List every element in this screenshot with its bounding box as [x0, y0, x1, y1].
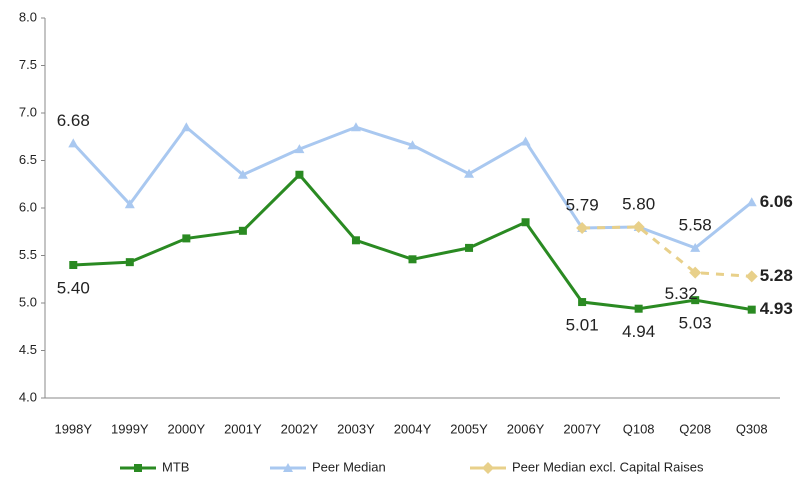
marker	[464, 168, 475, 178]
marker	[578, 298, 587, 307]
y-tick-label: 4.0	[19, 389, 37, 404]
y-tick-label: 4.5	[19, 342, 37, 357]
y-tick-label: 7.0	[19, 104, 37, 119]
data-label: 5.58	[679, 215, 712, 234]
data-label: 5.03	[679, 314, 712, 333]
marker	[690, 242, 701, 252]
data-label: 6.06	[760, 192, 793, 211]
x-tick-label: 1998Y	[54, 421, 92, 436]
marker	[68, 138, 79, 148]
marker	[746, 197, 757, 207]
data-label: 5.80	[622, 194, 655, 213]
legend-marker	[482, 462, 494, 474]
x-tick-label: 2000Y	[168, 421, 206, 436]
y-tick-label: 5.5	[19, 247, 37, 262]
marker	[181, 122, 192, 132]
legend-marker	[134, 464, 142, 472]
data-label: 4.93	[760, 299, 793, 318]
y-tick-label: 6.0	[19, 199, 37, 214]
legend-marker	[283, 463, 293, 472]
x-tick-label: 2003Y	[337, 421, 375, 436]
data-label: 6.68	[57, 111, 90, 130]
marker	[632, 221, 645, 233]
x-tick-label: 2006Y	[507, 421, 545, 436]
series-line	[582, 225, 752, 278]
marker	[408, 255, 417, 264]
x-tick-label: 2001Y	[224, 421, 262, 436]
marker	[520, 136, 531, 146]
x-tick-label: Q108	[623, 421, 655, 436]
marker	[747, 305, 756, 314]
marker	[689, 266, 702, 279]
x-tick-label: 2005Y	[450, 421, 488, 436]
marker	[465, 243, 474, 252]
legend-label: Peer Median	[312, 459, 386, 474]
data-label: 5.40	[57, 278, 90, 297]
legend-label: MTB	[162, 459, 189, 474]
marker	[294, 144, 305, 154]
marker	[634, 304, 643, 313]
y-tick-label: 5.0	[19, 294, 37, 309]
marker	[125, 258, 134, 267]
x-tick-label: 2007Y	[563, 421, 601, 436]
x-tick-label: Q308	[736, 421, 768, 436]
y-tick-label: 8.0	[19, 9, 37, 24]
x-tick-label: 2004Y	[394, 421, 432, 436]
marker	[691, 296, 700, 305]
data-label: 5.28	[760, 266, 793, 285]
marker	[407, 140, 418, 150]
y-tick-label: 7.5	[19, 57, 37, 72]
legend-label: Peer Median excl. Capital Raises	[512, 459, 704, 474]
data-label: 5.32	[665, 284, 698, 303]
marker	[238, 226, 247, 235]
marker	[521, 218, 530, 227]
marker	[295, 170, 304, 179]
x-tick-label: 1999Y	[111, 421, 149, 436]
marker	[182, 234, 191, 243]
marker	[69, 261, 78, 269]
marker	[745, 270, 758, 283]
x-tick-label: 2002Y	[281, 421, 319, 436]
marker	[237, 169, 248, 179]
data-label: 5.01	[566, 316, 599, 335]
marker	[351, 236, 360, 245]
y-tick-label: 6.5	[19, 152, 37, 167]
marker	[576, 221, 589, 234]
x-tick-label: Q208	[679, 421, 711, 436]
data-label: 5.79	[566, 195, 599, 214]
data-label: 4.94	[622, 322, 655, 341]
marker	[350, 122, 361, 132]
marker	[124, 199, 135, 209]
